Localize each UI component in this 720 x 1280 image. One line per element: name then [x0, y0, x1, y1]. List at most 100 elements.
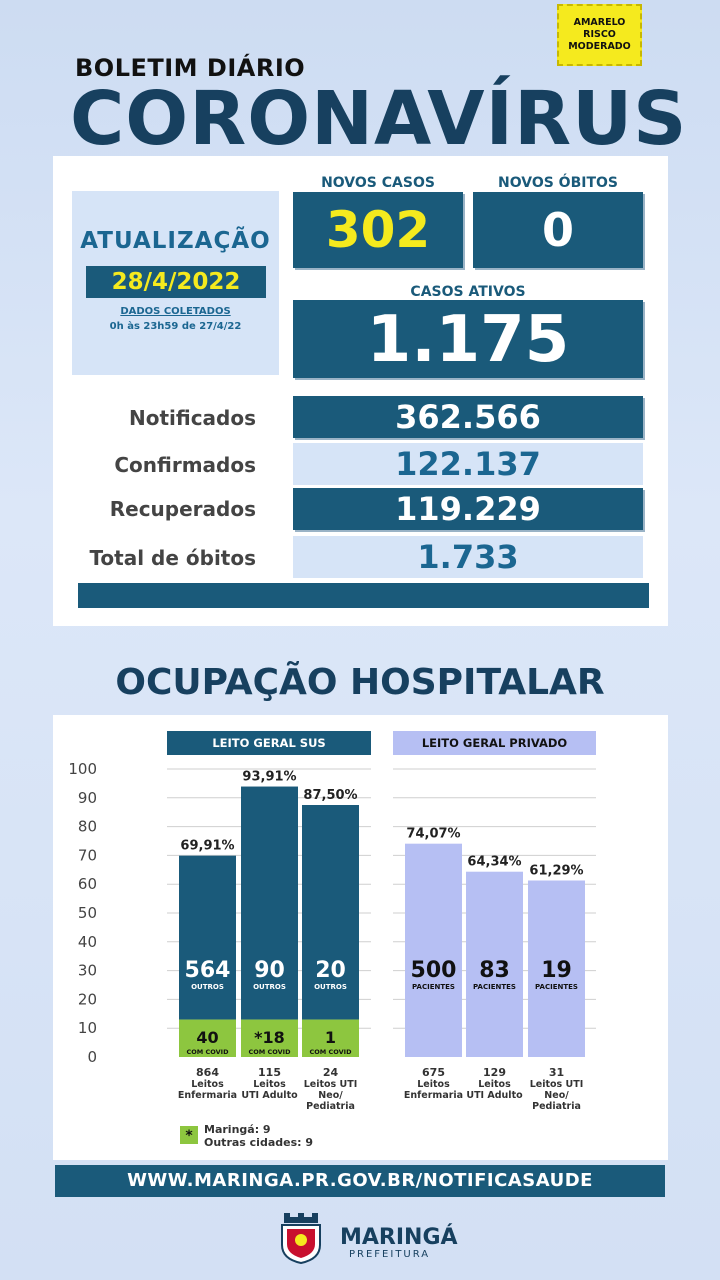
new-cases-label: NOVOS CASOS	[321, 175, 435, 191]
legend-line1: Maringá: 9	[204, 1123, 271, 1136]
bar-private	[405, 843, 462, 1057]
y-tick-label: 60	[78, 875, 97, 893]
bar-pct-label: 61,29%	[529, 863, 583, 878]
risk-line1: AMARELO	[573, 17, 626, 28]
bar-others-label: OUTROS	[191, 983, 224, 991]
y-tick-label: 50	[78, 904, 97, 922]
stat-value-notified: 362.566	[293, 396, 643, 438]
bar-others-value: 20	[315, 958, 346, 983]
brand-subtitle: PREFEITURA	[349, 1249, 431, 1260]
legend-asterisk-icon: *	[180, 1126, 198, 1144]
bar-sus-others	[179, 855, 236, 1020]
x-bed-type-label: Leitos	[417, 1079, 450, 1090]
sus-header: LEITO GERAL SUS	[167, 731, 371, 755]
y-tick-label: 70	[78, 846, 97, 864]
x-bed-type-label: Leitos UTI	[530, 1079, 584, 1090]
x-beds-count: 675	[422, 1066, 445, 1079]
x-bed-type-label: Enfermaria	[178, 1090, 237, 1101]
stat-label-deaths: Total de óbitos	[89, 546, 256, 570]
legend-line2: Outras cidades: 9	[204, 1136, 314, 1149]
private-header: LEITO GERAL PRIVADO	[393, 731, 596, 755]
bar-others-label: OUTROS	[314, 983, 347, 991]
update-label: ATUALIZAÇÃO	[80, 228, 271, 254]
y-tick-label: 20	[78, 990, 97, 1008]
stat-value-confirmed: 122.137	[293, 443, 643, 485]
page-title: CORONAVÍRUS	[70, 76, 688, 162]
new-deaths-value: 0	[473, 192, 643, 268]
bar-pct-label: 74,07%	[406, 827, 460, 842]
collected-label: DADOS COLETADOS	[120, 306, 231, 317]
occupancy-title: OCUPAÇÃO HOSPITALAR	[115, 662, 605, 703]
bar-covid-label: COM COVID	[310, 1048, 353, 1056]
stat-label-recovered: Recuperados	[109, 497, 256, 521]
bar-others-label: OUTROS	[253, 983, 286, 991]
bar-sus-covid	[241, 1019, 298, 1057]
notification-link[interactable]: WWW.MARINGA.PR.GOV.BR/NOTIFICASAUDE	[55, 1165, 665, 1197]
bar-covid-value: 1	[325, 1028, 336, 1047]
brand-name: MARINGÁ	[340, 1225, 458, 1250]
legend-text: Maringá: 9 Outras cidades: 9	[204, 1123, 313, 1149]
risk-line2: RISCO	[583, 29, 616, 40]
bulletin-subtitle: BOLETIM DIÁRIO	[75, 54, 306, 82]
new-cases-value: 302	[293, 192, 463, 268]
collected-range: 0h às 23h59 de 27/4/22	[109, 321, 242, 332]
x-bed-type-label: Leitos	[478, 1079, 511, 1090]
y-tick-label: 40	[78, 933, 97, 951]
bar-patients-value: 19	[541, 958, 572, 983]
x-bed-type-label: UTI Adulto	[466, 1090, 523, 1101]
risk-line3: MODERADO	[568, 41, 631, 52]
bar-patients-label: PACIENTES	[412, 983, 455, 991]
x-bed-type-label: Neo/	[318, 1090, 343, 1101]
x-bed-type-label: UTI Adulto	[241, 1090, 298, 1101]
y-tick-label: 100	[68, 760, 97, 778]
x-bed-type-label: Leitos	[253, 1079, 286, 1090]
x-bed-type-label: Leitos UTI	[304, 1079, 358, 1090]
y-tick-label: 0	[87, 1048, 97, 1066]
x-bed-type-label: Pediatria	[306, 1101, 355, 1112]
bar-pct-label: 69,91%	[180, 839, 234, 854]
bar-covid-value: *18	[254, 1028, 285, 1047]
new-deaths-label: NOVOS ÓBITOS	[497, 175, 618, 191]
x-beds-count: 129	[483, 1066, 506, 1079]
x-beds-count: 115	[258, 1066, 281, 1079]
risk-badge: AMARELO RISCO MODERADO	[557, 4, 642, 66]
bar-private	[528, 880, 585, 1057]
bar-sus-others	[241, 786, 298, 1020]
bar-covid-value: 40	[196, 1028, 218, 1047]
bar-private	[466, 871, 523, 1057]
bar-sus-covid	[302, 1019, 359, 1057]
x-bed-type-label: Neo/	[544, 1090, 569, 1101]
stat-label-notified: Notificados	[128, 406, 256, 430]
update-date: 28/4/2022	[86, 266, 266, 298]
y-tick-label: 80	[78, 818, 97, 836]
x-bed-type-label: Leitos	[191, 1079, 224, 1090]
bar-patients-value: 83	[479, 958, 510, 983]
bar-others-value: 564	[185, 958, 231, 983]
bar-sus-others	[302, 805, 359, 1020]
bar-pct-label: 64,34%	[467, 855, 521, 870]
bar-covid-label: COM COVID	[187, 1048, 230, 1056]
y-tick-label: 30	[78, 962, 97, 980]
city-crest-icon	[281, 1213, 321, 1265]
x-beds-count: 31	[549, 1066, 564, 1079]
x-bed-type-label: Pediatria	[532, 1101, 581, 1112]
bar-patients-label: PACIENTES	[535, 983, 578, 991]
divider-bar	[78, 583, 649, 608]
y-tick-label: 10	[78, 1019, 97, 1037]
bar-sus-covid	[179, 1019, 236, 1057]
stat-value-recovered: 119.229	[293, 488, 643, 530]
bar-pct-label: 93,91%	[242, 770, 296, 785]
stat-label-confirmed: Confirmados	[114, 453, 256, 477]
active-cases-value: 1.175	[293, 300, 643, 378]
bar-patients-label: PACIENTES	[473, 983, 516, 991]
x-beds-count: 24	[323, 1066, 339, 1079]
stat-value-deaths: 1.733	[293, 536, 643, 578]
x-beds-count: 864	[196, 1066, 219, 1079]
bar-pct-label: 87,50%	[303, 788, 357, 803]
bar-covid-label: COM COVID	[249, 1048, 292, 1056]
bar-others-value: 90	[254, 958, 285, 983]
active-cases-label: CASOS ATIVOS	[410, 284, 526, 300]
x-bed-type-label: Enfermaria	[404, 1090, 463, 1101]
bar-patients-value: 500	[411, 958, 457, 983]
